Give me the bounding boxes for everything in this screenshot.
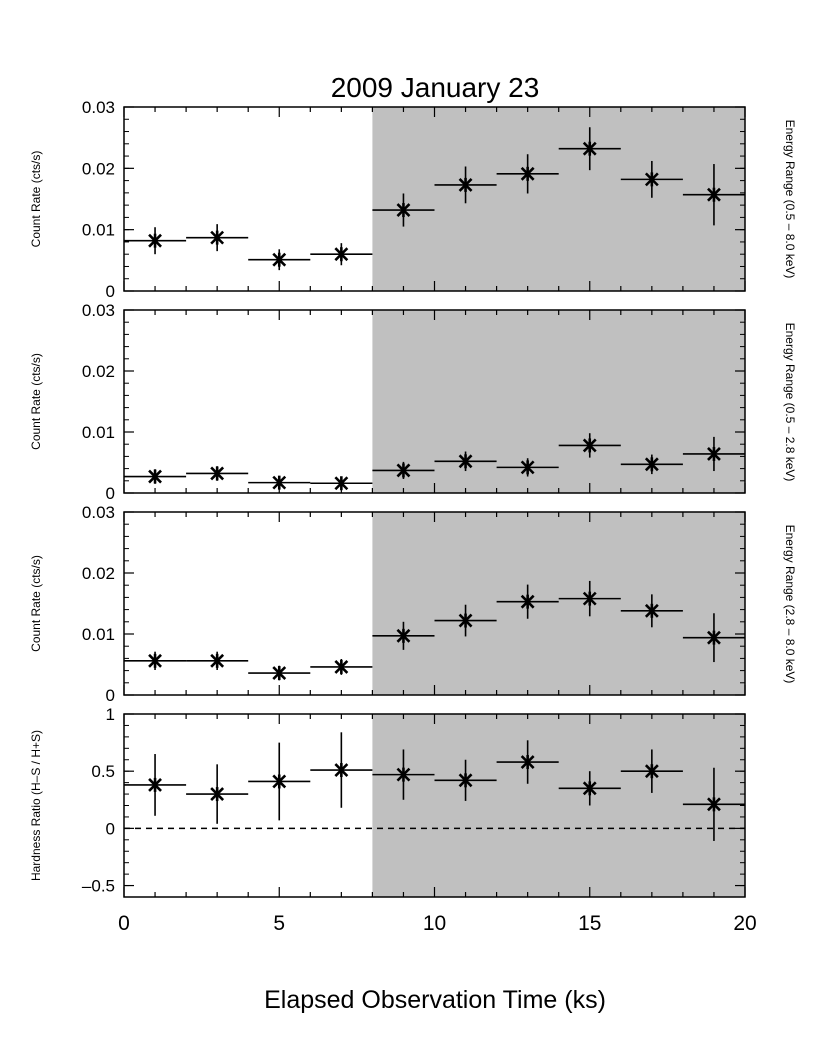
data-point	[248, 742, 311, 821]
panel-2: 0 0.01 0.02 0.03 Count Rate (cts/s) Energy Ra…	[29, 301, 797, 503]
y-tick-label: 0.5	[91, 762, 115, 781]
y-tick-label: 0	[106, 819, 115, 838]
x-tick-label: 5	[273, 912, 285, 935]
data-point	[558, 771, 621, 806]
data-point	[682, 767, 745, 841]
x-axis-label: Elapsed Observation Time (ks)	[264, 986, 606, 1014]
x-tick-label: 10	[423, 912, 446, 935]
data-point	[124, 651, 187, 670]
data-point	[310, 243, 373, 266]
energy-range-label: Energy Range (0.5 – 8.0 keV)	[783, 120, 797, 279]
shaded-region	[372, 107, 745, 291]
data-point	[496, 740, 559, 784]
y-tick-label: 0.02	[82, 564, 115, 583]
y-axis-label: Count Rate (cts/s)	[29, 151, 43, 248]
energy-range-label: Energy Range (0.5 – 2.8 keV)	[783, 323, 797, 482]
y-axis-label: Count Rate (cts/s)	[29, 555, 43, 652]
data-point	[310, 659, 373, 675]
data-point	[124, 754, 187, 816]
data-point	[186, 224, 249, 252]
panel-frame	[123, 713, 746, 898]
panel-frame	[123, 106, 746, 292]
y-tick-label: 0.02	[82, 362, 115, 381]
energy-range-label: Energy Range (2.8 – 8.0 keV)	[783, 525, 797, 684]
data-point	[434, 759, 497, 801]
x-tick-label: 15	[578, 912, 601, 935]
y-tick-label: 0.03	[82, 98, 115, 117]
data-point	[248, 665, 311, 681]
y-tick-label: 0.02	[82, 159, 115, 178]
data-point	[682, 164, 745, 226]
data-point	[124, 469, 187, 484]
shaded-region	[372, 714, 745, 897]
data-point	[186, 764, 249, 824]
y-tick-label: 0.01	[82, 423, 115, 442]
y-tick-label: –0.5	[82, 877, 115, 896]
data-point	[434, 451, 497, 472]
y-tick-label: 0.03	[82, 301, 115, 320]
y-axis-label: Hardness Ratio (H–S / H+S)	[29, 730, 43, 881]
data-point	[620, 160, 683, 198]
y-tick-label: 0	[106, 282, 115, 301]
data-point	[558, 127, 621, 171]
data-point	[310, 476, 373, 491]
shaded-region	[372, 310, 745, 493]
data-point	[248, 249, 311, 271]
data-point	[372, 461, 435, 479]
data-point	[620, 594, 683, 628]
data-point	[372, 621, 435, 650]
data-point	[124, 227, 187, 255]
y-tick-label: 0.03	[82, 503, 115, 522]
data-point	[682, 613, 745, 663]
data-point	[186, 466, 249, 481]
panel-3: 0 0.01 0.02 0.03 Count Rate (cts/s) Energy Ra…	[29, 503, 797, 705]
x-tick-label: 0	[118, 912, 130, 935]
data-point	[496, 154, 559, 194]
data-point	[496, 584, 559, 619]
chart-title: 2009 January 23	[331, 72, 540, 103]
data-point	[496, 458, 559, 477]
panel-frame	[123, 511, 746, 696]
data-point	[434, 604, 497, 637]
data-point	[186, 651, 249, 670]
data-point	[434, 166, 497, 204]
y-tick-label: 0.01	[82, 221, 115, 240]
data-point	[248, 475, 311, 490]
data-point	[372, 193, 435, 227]
panels: 0 0.01 0.02 0.03 Count Rate (cts/s) Energy Ra…	[29, 98, 797, 935]
y-tick-label: 0.01	[82, 625, 115, 644]
x-tick-label: 20	[733, 912, 756, 935]
y-axis-label: Count Rate (cts/s)	[29, 353, 43, 450]
y-tick-label: 0	[106, 686, 115, 705]
panel-1: 0 0.01 0.02 0.03 Count Rate (cts/s) Energy Ra…	[29, 98, 797, 301]
data-point	[372, 749, 435, 800]
data-point	[682, 436, 745, 472]
data-point	[620, 749, 683, 793]
data-point	[558, 433, 621, 458]
y-tick-label: 1	[106, 705, 115, 724]
data-point	[558, 580, 621, 617]
panel-frame	[123, 309, 746, 494]
y-tick-label: 0	[106, 484, 115, 503]
data-point	[620, 454, 683, 475]
data-point	[310, 732, 373, 808]
shaded-region	[372, 512, 745, 695]
